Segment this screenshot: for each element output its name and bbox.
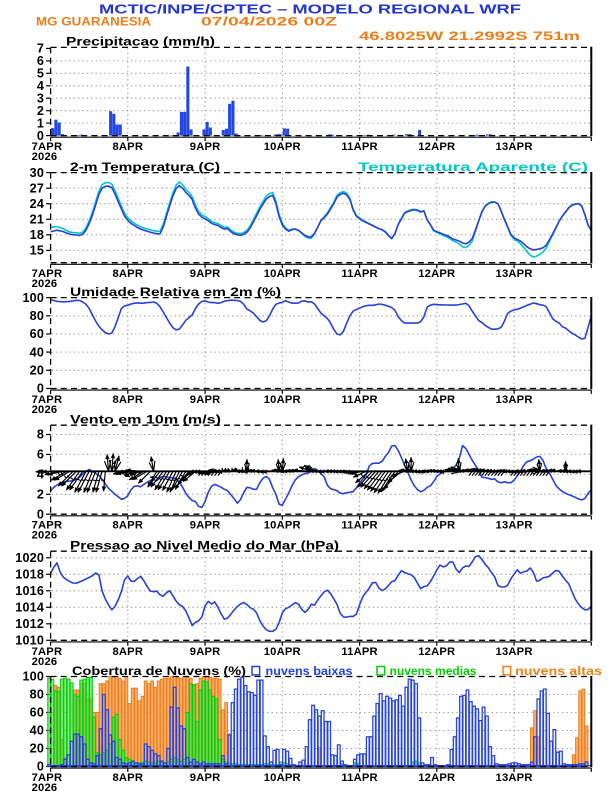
svg-text:2026: 2026 [32, 782, 58, 792]
svg-text:30: 30 [30, 166, 44, 180]
svg-text:0: 0 [37, 760, 44, 774]
svg-text:13APR: 13APR [496, 394, 533, 406]
svg-text:80: 80 [30, 309, 44, 323]
svg-text:1010: 1010 [15, 634, 44, 648]
svg-text:9APR: 9APR [190, 520, 221, 532]
svg-text:7APR: 7APR [32, 268, 63, 280]
svg-text:12APR: 12APR [418, 520, 455, 532]
svg-text:20: 20 [30, 364, 44, 378]
svg-text:10APR: 10APR [264, 141, 301, 153]
svg-text:07/04/2026 00Z: 07/04/2026 00Z [201, 15, 338, 29]
svg-text:2026: 2026 [32, 151, 58, 163]
svg-text:12APR: 12APR [418, 141, 455, 153]
svg-text:11APR: 11APR [341, 646, 377, 658]
svg-text:1016: 1016 [15, 584, 44, 598]
svg-text:MCTIC/INPE/CPTEC – MODELO REGI: MCTIC/INPE/CPTEC – MODELO REGIONAL WRF [99, 2, 521, 17]
svg-text:7APR: 7APR [32, 520, 63, 532]
svg-text:8: 8 [37, 428, 44, 442]
svg-text:6: 6 [37, 54, 44, 68]
svg-text:10APR: 10APR [264, 772, 301, 784]
svg-text:10APR: 10APR [264, 394, 301, 406]
svg-text:40: 40 [30, 345, 44, 359]
svg-text:8APR: 8APR [112, 268, 143, 280]
svg-text:0: 0 [37, 129, 44, 143]
svg-text:24: 24 [30, 197, 44, 211]
svg-text:7APR: 7APR [32, 141, 63, 153]
svg-text:9APR: 9APR [190, 141, 221, 153]
svg-text:4: 4 [37, 79, 44, 93]
svg-text:nuvens altas: nuvens altas [515, 664, 603, 678]
svg-text:2026: 2026 [32, 404, 58, 416]
svg-text:9APR: 9APR [190, 772, 221, 784]
svg-text:12APR: 12APR [418, 646, 455, 658]
svg-text:11APR: 11APR [341, 520, 377, 532]
svg-text:1: 1 [37, 116, 44, 130]
svg-text:Umidade Relativa em 2m (%): Umidade Relativa em 2m (%) [70, 285, 281, 299]
svg-text:11APR: 11APR [341, 141, 377, 153]
svg-text:60: 60 [30, 706, 44, 720]
svg-text:40: 40 [30, 724, 44, 738]
svg-text:6: 6 [37, 448, 44, 462]
svg-text:1012: 1012 [15, 617, 44, 631]
svg-text:7APR: 7APR [32, 394, 63, 406]
svg-text:0: 0 [37, 507, 44, 521]
svg-text:Vento em 10m (m/s): Vento em 10m (m/s) [70, 413, 221, 427]
svg-text:9APR: 9APR [190, 268, 221, 280]
svg-text:10APR: 10APR [264, 520, 301, 532]
svg-text:15: 15 [30, 244, 44, 258]
svg-text:MG GUARANESIA: MG GUARANESIA [36, 15, 151, 29]
svg-text:60: 60 [30, 327, 44, 341]
svg-text:1014: 1014 [15, 601, 44, 615]
svg-text:13APR: 13APR [496, 646, 533, 658]
svg-text:2026: 2026 [32, 278, 58, 290]
svg-text:46.8025W 21.2992S 751m: 46.8025W 21.2992S 751m [359, 29, 580, 43]
svg-text:80: 80 [30, 688, 44, 702]
svg-text:8APR: 8APR [112, 141, 143, 153]
svg-text:3: 3 [37, 91, 44, 105]
svg-text:11APR: 11APR [341, 772, 377, 784]
svg-text:13APR: 13APR [496, 520, 533, 532]
svg-text:11APR: 11APR [341, 394, 377, 406]
svg-text:11APR: 11APR [341, 268, 377, 280]
svg-text:8APR: 8APR [112, 646, 143, 658]
svg-text:20: 20 [30, 742, 44, 756]
svg-text:2: 2 [37, 488, 44, 502]
svg-text:Pressao ao Nivel Medio do Mar: Pressao ao Nivel Medio do Mar (hPa) [70, 539, 339, 553]
svg-text:100: 100 [22, 670, 44, 684]
svg-text:nuvens baixas: nuvens baixas [266, 664, 353, 678]
svg-text:1020: 1020 [15, 551, 44, 565]
svg-text:Temperatura Aparente (C): Temperatura Aparente (C) [358, 160, 588, 174]
svg-text:0: 0 [37, 382, 44, 396]
svg-text:5: 5 [37, 67, 44, 81]
svg-text:8APR: 8APR [112, 520, 143, 532]
svg-text:13APR: 13APR [496, 141, 533, 153]
svg-text:8APR: 8APR [112, 394, 143, 406]
svg-text:2-m Temperatura (C): 2-m Temperatura (C) [70, 160, 220, 174]
svg-text:9APR: 9APR [190, 394, 221, 406]
svg-text:12APR: 12APR [418, 772, 455, 784]
svg-text:21: 21 [30, 213, 44, 227]
svg-text:7APR: 7APR [32, 646, 63, 658]
svg-text:27: 27 [30, 181, 44, 195]
svg-text:13APR: 13APR [496, 268, 533, 280]
svg-text:100: 100 [22, 291, 44, 305]
svg-text:Cobertura de Nuvens (%): Cobertura de Nuvens (%) [72, 664, 246, 678]
svg-text:4: 4 [37, 468, 44, 482]
svg-text:2026: 2026 [32, 656, 58, 668]
svg-text:2026: 2026 [32, 530, 58, 542]
svg-text:8APR: 8APR [112, 772, 143, 784]
svg-text:7APR: 7APR [32, 772, 63, 784]
svg-text:10APR: 10APR [264, 268, 301, 280]
svg-text:12APR: 12APR [418, 268, 455, 280]
svg-text:10APR: 10APR [264, 646, 301, 658]
svg-text:1018: 1018 [15, 568, 44, 582]
svg-text:7: 7 [37, 42, 44, 56]
svg-text:nuvens medias: nuvens medias [390, 664, 477, 678]
svg-text:12APR: 12APR [418, 394, 455, 406]
svg-text:Precipitacao (mm/h): Precipitacao (mm/h) [66, 35, 215, 49]
svg-text:13APR: 13APR [496, 772, 533, 784]
svg-text:9APR: 9APR [190, 646, 221, 658]
svg-text:2: 2 [37, 104, 44, 118]
svg-text:18: 18 [30, 228, 44, 242]
